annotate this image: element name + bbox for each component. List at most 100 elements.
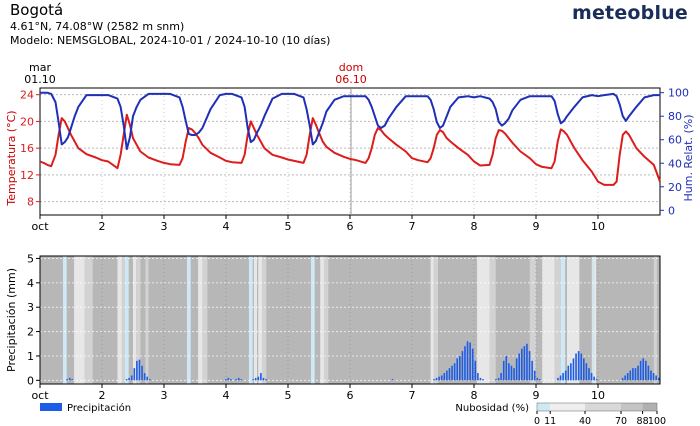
- precipitation-bar: [230, 379, 232, 381]
- precipitation-x-label: 10: [591, 389, 605, 402]
- precipitation-bar: [497, 377, 500, 381]
- cloud-cover-swatch: [621, 403, 643, 411]
- cloud-band-mid: [121, 256, 125, 384]
- temperature-x-label: 5: [285, 220, 292, 233]
- temperature-x-label: oct: [31, 220, 49, 233]
- precipitation-bar: [567, 365, 570, 381]
- precipitation-bar: [435, 377, 438, 381]
- precipitation-bar: [570, 363, 572, 381]
- cloud-band-light: [593, 256, 597, 384]
- precipitation-bar: [477, 373, 479, 381]
- cloud-band-clear: [591, 256, 594, 384]
- cloud-band-light: [430, 256, 434, 384]
- precipitation-x-label: 2: [99, 389, 106, 402]
- precipitation-bar: [143, 373, 146, 381]
- precipitation-bar: [577, 351, 580, 381]
- precipitation-bar: [130, 375, 133, 381]
- precipitation-bar: [562, 373, 564, 381]
- cloud-band-light: [477, 256, 490, 384]
- precipitation-bar: [136, 360, 138, 381]
- humidity-tick-label: 60: [668, 134, 682, 147]
- cloud-band-mid: [529, 256, 536, 384]
- precipitation-x-axis: oct 2 3 4 5 6 7 8 9 10: [31, 384, 605, 402]
- precipitation-bar: [469, 342, 471, 381]
- precipitation-bar: [518, 353, 521, 381]
- cloud-band-mid: [145, 256, 149, 384]
- precipitation-tick-label: 5: [27, 252, 34, 265]
- humidity-axis-label: Hum. Relat. (%): [682, 114, 695, 201]
- humidity-tick-label: 100: [668, 87, 689, 100]
- precipitation-bar: [564, 370, 567, 381]
- humidity-tick-label: 20: [668, 181, 682, 194]
- precipitation-bar: [624, 375, 626, 381]
- precipitation-bar: [595, 379, 598, 381]
- precipitation-bar: [637, 365, 639, 381]
- precipitation-bar: [464, 346, 466, 381]
- precipitation-bar: [634, 368, 637, 381]
- precipitation-bar: [224, 379, 227, 381]
- cloud-band-light: [567, 256, 580, 384]
- precipitation-bar: [652, 373, 655, 381]
- cloud-band-clear: [248, 256, 253, 384]
- cloud-band-mid: [261, 256, 267, 384]
- precipitation-tick-label: 3: [27, 301, 34, 314]
- precipitation-tick-label: 1: [27, 350, 34, 363]
- precipitation-bar: [149, 379, 151, 381]
- precipitation-bar: [438, 376, 440, 381]
- meteoblue-logo[interactable]: meteoblue: [571, 2, 688, 24]
- cloud-band-light: [542, 256, 555, 384]
- precipitation-grid: [40, 256, 660, 384]
- precipitation-bar: [575, 353, 577, 381]
- precipitation-bar: [133, 368, 136, 381]
- temperature-tick-label: 8: [27, 196, 34, 209]
- temperature-axis-label: Temperatura (°C): [5, 110, 18, 206]
- precipitation-bar: [557, 377, 559, 381]
- precipitation-bar: [265, 379, 267, 381]
- precipitation-bar: [639, 360, 642, 381]
- precipitation-bar: [539, 379, 541, 381]
- temperature-x-label: 4: [223, 220, 230, 233]
- precipitation-bar: [471, 348, 474, 381]
- cloud-cover-tick-label: 70: [615, 416, 627, 426]
- precipitation-bar: [500, 373, 502, 381]
- precipitation-bars: [66, 341, 660, 381]
- cloud-band-light: [320, 256, 324, 384]
- cloud-band-mid: [489, 256, 496, 384]
- precipitation-bar: [71, 379, 74, 381]
- precipitation-bar: [66, 379, 68, 381]
- precipitation-bar: [235, 379, 237, 381]
- precipitation-bar: [593, 376, 595, 381]
- precipitation-bar: [451, 365, 453, 381]
- cloud-cover-tick-label: 88: [637, 416, 649, 426]
- cloud-cover-frame: [536, 402, 658, 412]
- precipitation-bar: [629, 370, 632, 381]
- precipitation-bar: [528, 351, 531, 381]
- precipitation-bar: [128, 377, 130, 381]
- precipitation-bar: [645, 360, 647, 381]
- precipitation-bar: [466, 341, 469, 381]
- temperature-x-label: 7: [409, 220, 416, 233]
- precipitation-bar: [642, 358, 645, 381]
- precipitation-bar: [572, 358, 575, 381]
- precipitation-bar: [443, 373, 446, 381]
- temperature-axis: 8 12 16 20 24: [20, 89, 40, 209]
- cloud-band-mid: [323, 256, 329, 384]
- temperature-x-label: 3: [161, 220, 168, 233]
- humidity-line: [40, 91, 660, 151]
- humidity-axis: 0 20 40 60 80 100: [660, 87, 689, 217]
- cloud-cover-legend-label: Nubosidad (%): [455, 403, 529, 414]
- temperature-x-label: 10: [591, 220, 605, 233]
- cloud-band-light: [74, 256, 85, 384]
- precipitation-bar: [657, 377, 660, 381]
- cloud-band-light: [253, 256, 257, 384]
- marker-day-start: mar: [29, 61, 51, 74]
- cloud-band-mid: [136, 256, 141, 384]
- precipitation-bar: [621, 377, 624, 381]
- temperature-x-axis: oct 2 3 4 5 6 7 8 9 10: [31, 215, 605, 233]
- marker-date-start: 01.10: [24, 73, 56, 86]
- precipitation-bar: [479, 377, 482, 381]
- temperature-x-label: 6: [347, 220, 354, 233]
- cloud-band-light: [117, 256, 122, 384]
- humidity-tick-label: 40: [668, 157, 682, 170]
